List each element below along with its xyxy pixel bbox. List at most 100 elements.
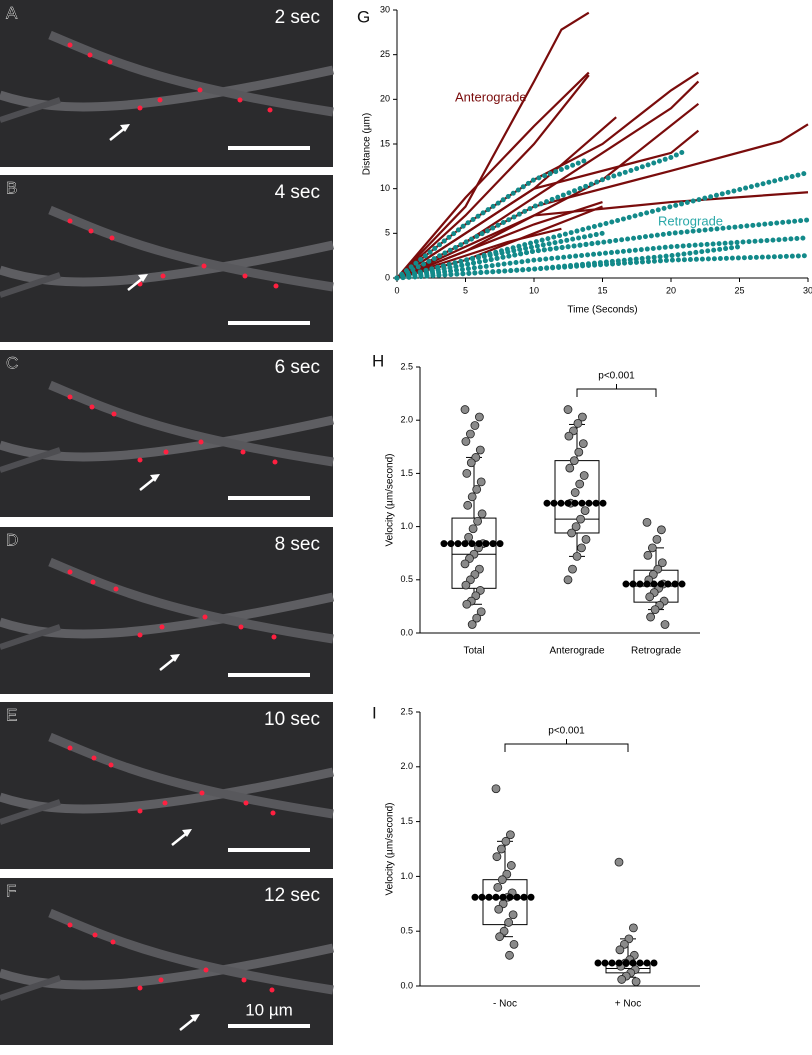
data-point [643,550,653,560]
data-point [648,543,657,553]
data-point [573,418,583,428]
neurite [0,624,61,650]
data-point [574,447,584,457]
panel-label: F [6,881,16,900]
neurite [0,592,334,639]
data-point [567,528,576,538]
arrow-head [138,274,148,282]
data-point [642,517,652,527]
arrow-head [150,474,160,482]
x-tick-label: + Noc [615,999,641,1010]
y-axis-label: Distance (µm) [362,113,373,175]
fluorescent-spot [110,939,116,945]
anterograde-track [396,201,603,280]
y-tick-label: 10 [380,183,390,193]
fluorescent-spot [109,235,115,241]
neurite [48,908,334,995]
data-point [460,559,470,569]
data-point [496,844,506,854]
fluorescent-spot [160,273,166,279]
arrow [109,127,126,141]
data-point [657,525,666,535]
data-point [467,492,477,502]
fluorescent-spot [270,810,276,816]
fluorescent-spot [67,42,73,48]
fluorescent-spot [199,790,205,796]
data-point [660,620,670,629]
y-tick-label: 0.5 [400,926,413,936]
retrograde-track [394,156,592,281]
neurite [0,272,61,298]
arrow [179,1017,196,1031]
data-point [505,950,514,960]
anterograde-track [396,74,590,279]
significance-bracket [504,739,629,752]
fluorescent-spot [137,632,143,638]
data-point [569,456,579,466]
x-tick-label: 10 [529,285,539,295]
x-tick-label: 25 [734,285,744,295]
data-point [631,977,641,987]
fluorescent-spot [67,569,73,575]
arrow-head [190,1014,200,1022]
fluorescent-spot [240,449,246,455]
fluorescent-spot [87,52,93,58]
annotation: Retrograde [658,213,723,228]
y-tick-label: 0.5 [400,574,413,584]
fluorescent-spot [197,87,203,93]
y-tick-label: 5 [385,228,390,238]
y-tick-label: 1.0 [400,871,413,881]
fluorescent-spot [89,404,95,410]
y-tick-label: 20 [380,94,390,104]
data-point [465,429,475,439]
y-tick-label: 0.0 [400,627,413,637]
data-point [575,479,585,489]
neurite [0,799,61,825]
data-point [504,918,514,927]
x-tick-label: Retrograde [631,646,681,657]
fluorescent-spot [201,263,207,269]
data-point [570,488,580,497]
data-point [581,534,591,544]
data-point [505,830,515,840]
panel-label: A [6,3,18,22]
anterograde-track [396,116,617,279]
panel-label: D [6,530,18,549]
y-tick-label: 25 [380,49,390,59]
anterograde-track [396,71,590,279]
retrograde-track [394,148,688,281]
y-axis-label: Velocity (µm/second) [385,453,396,546]
fluorescent-spot [202,614,208,620]
fluorescent-spot [272,459,278,465]
fluorescent-spot [273,283,279,289]
data-point [461,580,471,590]
data-point [657,558,667,568]
panel-label: H [372,351,384,370]
anterograde-track [396,191,809,280]
fluorescent-spot [67,745,73,751]
neurite [0,447,61,473]
data-point [578,412,587,422]
fluorescent-spot [137,105,143,111]
y-tick-label: 2.5 [400,706,413,716]
y-tick-label: 1.5 [400,468,413,478]
data-point [579,471,589,480]
x-tick-label: 20 [666,285,676,295]
x-tick-label: 0 [394,285,399,295]
neurite [48,557,334,644]
data-point [564,431,574,441]
data-point [464,532,474,542]
data-point [571,522,581,531]
x-tick-label: - Noc [493,999,517,1010]
data-point [467,620,477,629]
data-point [492,852,502,862]
fluorescent-spot [267,107,273,113]
x-tick-label: Anterograde [549,646,604,657]
fluorescent-spot [158,977,164,983]
time-label: 2 sec [275,7,320,28]
time-label: 12 sec [264,885,320,906]
data-point [572,551,582,561]
retrograde-track [394,253,811,281]
data-point [462,599,472,609]
data-point [476,477,486,487]
